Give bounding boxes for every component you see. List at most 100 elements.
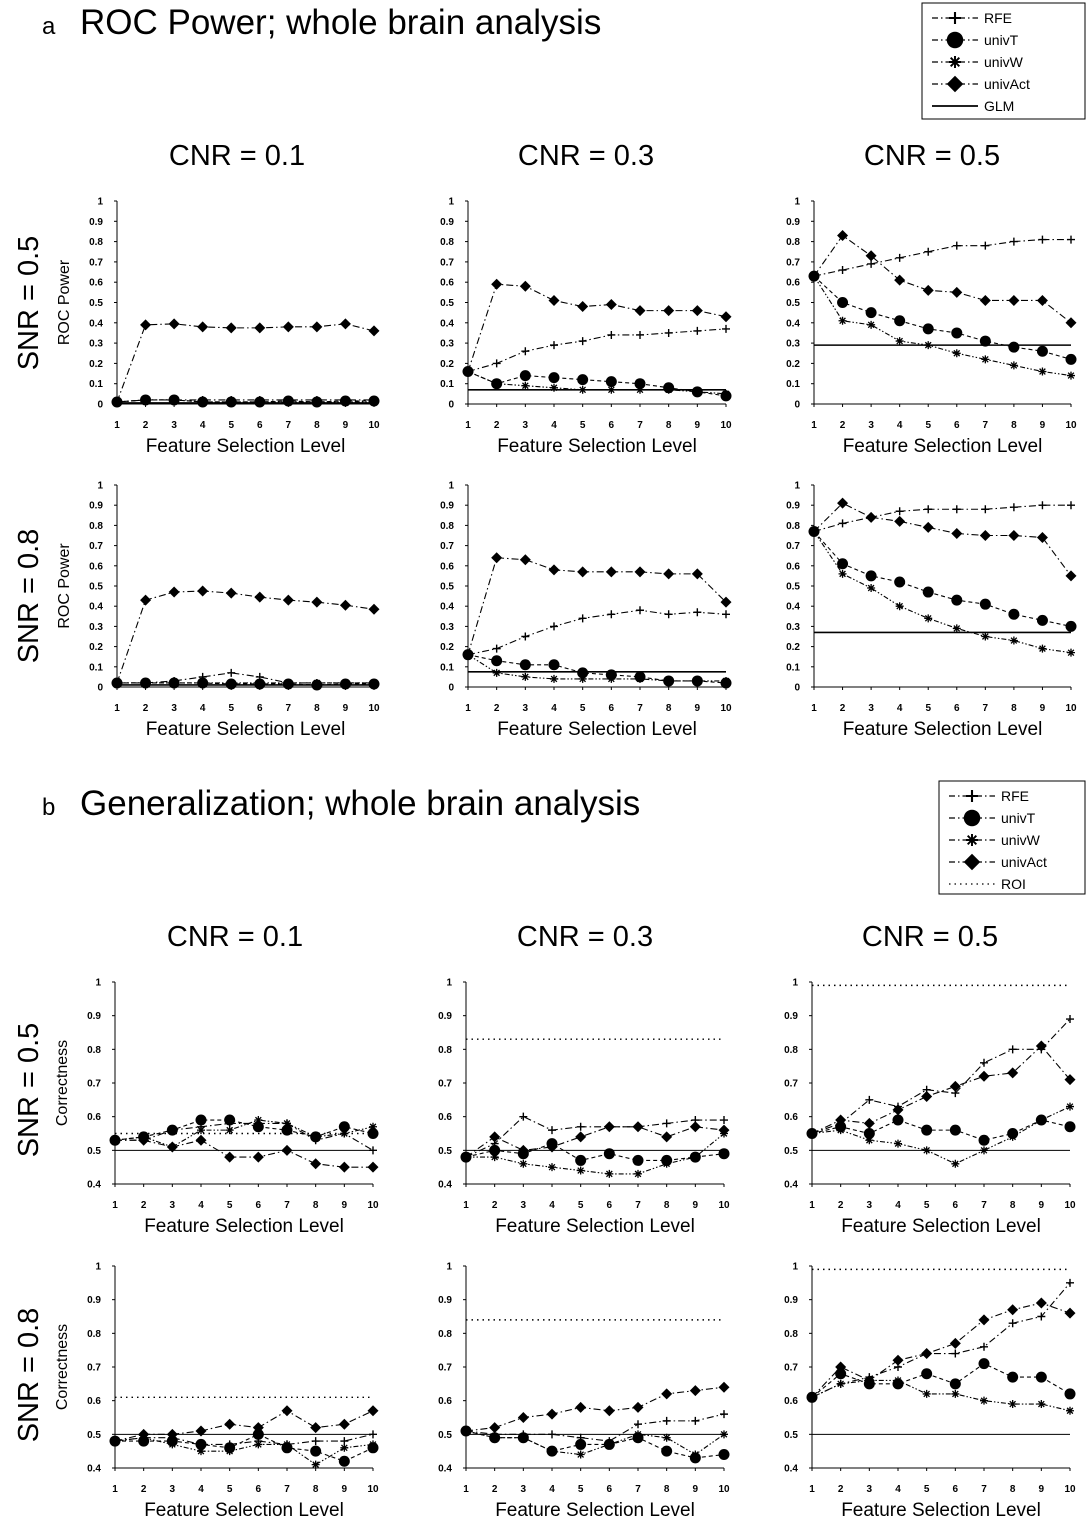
point-univW-9 (693, 387, 702, 396)
y-tick-label: 0.6 (87, 1112, 101, 1123)
y-tick-label: 1 (446, 978, 452, 989)
y-tick-label: 0.4 (784, 1464, 798, 1475)
point-univW-4 (550, 674, 558, 683)
point-RFE-9 (691, 1416, 700, 1425)
y-tick-label: 1 (97, 481, 103, 492)
y-axis-label: ROC Power (56, 543, 73, 629)
x-tick-label: 1 (811, 420, 817, 431)
point-univW-5 (227, 397, 236, 406)
y-tick-label: 0.9 (440, 217, 454, 228)
point-univW-10 (369, 1440, 377, 1449)
point-univW-6 (254, 1440, 263, 1449)
point-RFE-10 (720, 1410, 728, 1419)
point-univAct-10 (367, 1405, 379, 1417)
x-tick-label: 8 (314, 420, 320, 431)
point-univW-5 (578, 385, 587, 394)
point-RFE-2 (838, 266, 847, 275)
point-univW-2 (490, 1433, 499, 1442)
chart-b-5: 0.4 0.5 0.6 0.7 0.8 0.9 1 1 2 3 4 5 6 7 8 9 10 Feature Se… (438, 1262, 730, 1522)
x-tick-label: 1 (811, 703, 817, 714)
x-tick-label: 5 (924, 1200, 930, 1211)
point-RFE-9 (1038, 501, 1047, 510)
point-RFE-7 (980, 1058, 988, 1067)
x-tick-label: 8 (1011, 703, 1017, 714)
point-univAct-1 (462, 649, 474, 661)
point-univT-3 (863, 1128, 875, 1139)
y-tick-label: 0 (448, 683, 454, 694)
y-tick-label: 1 (794, 197, 800, 208)
point-univW-7 (634, 1169, 642, 1178)
x-tick-label: 10 (1065, 703, 1077, 714)
x-tick-label: 6 (607, 1200, 613, 1211)
x-tick-label: 4 (897, 420, 903, 431)
point-RFE-8 (311, 1437, 320, 1446)
point-univAct-3 (166, 1141, 178, 1153)
x-tick-label: 3 (170, 1484, 176, 1495)
y-tick-label: 0.9 (438, 1011, 452, 1022)
point-univW-9 (341, 397, 350, 406)
y-tick-label: 0.9 (784, 1011, 798, 1022)
x-tick-label: 6 (954, 703, 960, 714)
x-tick-label: 2 (494, 703, 500, 714)
series-line-RFE (116, 399, 374, 403)
point-univW-9 (691, 1153, 700, 1162)
point-univW-9 (1038, 367, 1047, 376)
point-univT-5 (575, 1438, 587, 1450)
point-RFE-7 (634, 1420, 642, 1429)
x-tick-label: 2 (141, 1484, 147, 1495)
y-tick-label: 0.5 (89, 298, 103, 309)
x-tick-label: 9 (1040, 703, 1046, 714)
point-univW-9 (693, 676, 702, 685)
y-tick-label: 0 (97, 400, 103, 411)
point-univW-5 (578, 674, 587, 683)
col-title-b-3: CNR = 0.5 (862, 921, 998, 953)
x-tick-label: 9 (343, 703, 349, 714)
x-tick-label: 3 (521, 1200, 527, 1211)
x-tick-label: 5 (580, 420, 586, 431)
x-tick-label: 8 (664, 1200, 670, 1211)
y-tick-label: 0.6 (89, 561, 103, 572)
point-univAct-2 (489, 1422, 501, 1434)
x-axis-label: Feature Selection Level (841, 1500, 1041, 1521)
y-tick-label: 0.1 (89, 662, 103, 673)
x-tick-label: 5 (578, 1200, 584, 1211)
y-tick-label: 0.4 (438, 1464, 452, 1475)
y-tick-label: 1 (448, 197, 454, 208)
point-RFE-3 (519, 1112, 528, 1121)
point-RFE-8 (662, 1119, 671, 1128)
point-univAct-1 (806, 1128, 818, 1139)
series-line-univW (114, 1119, 374, 1148)
point-univAct-8 (661, 1131, 673, 1143)
point-univAct-9 (339, 599, 351, 611)
point-univAct-8 (1008, 530, 1020, 541)
point-univT-4 (548, 659, 560, 671)
point-univAct-3 (865, 511, 877, 523)
x-tick-label: 1 (114, 420, 120, 431)
point-univW-3 (867, 320, 876, 329)
point-univW-2 (838, 569, 847, 578)
point-univT-3 (865, 307, 877, 319)
point-univT-6 (949, 1378, 961, 1390)
point-RFE-5 (578, 337, 587, 346)
series-line-univT (813, 531, 1072, 627)
point-univAct-6 (949, 1337, 961, 1349)
y-tick-label: 0.4 (440, 602, 454, 613)
x-tick-label: 6 (607, 1484, 613, 1495)
y-tick-label: 0.3 (89, 622, 103, 633)
point-univAct-6 (951, 286, 963, 298)
point-univT-10 (1064, 1388, 1076, 1400)
legend-frame (921, 2, 1086, 120)
chart-a-1: 0 0.1 0.2 0.3 0.4 0.5 0.6 0.7 0.8 0.9 1 1 2 3 4 5 6 7 8 9 10… (56, 197, 380, 458)
y-tick-label: 0.4 (89, 602, 103, 613)
point-univW-5 (922, 1146, 931, 1155)
point-univAct-2 (140, 594, 152, 606)
legend-marker-star (949, 56, 961, 68)
point-univAct-6 (603, 1405, 615, 1417)
series-line-RFE (465, 1413, 725, 1442)
series-line-univT (465, 1142, 725, 1162)
series-line-RFE (465, 1116, 724, 1158)
point-univT-10 (367, 1128, 379, 1139)
point-univT-4 (548, 372, 560, 384)
x-tick-label: 1 (112, 1484, 118, 1495)
point-univW-5 (922, 1389, 931, 1398)
